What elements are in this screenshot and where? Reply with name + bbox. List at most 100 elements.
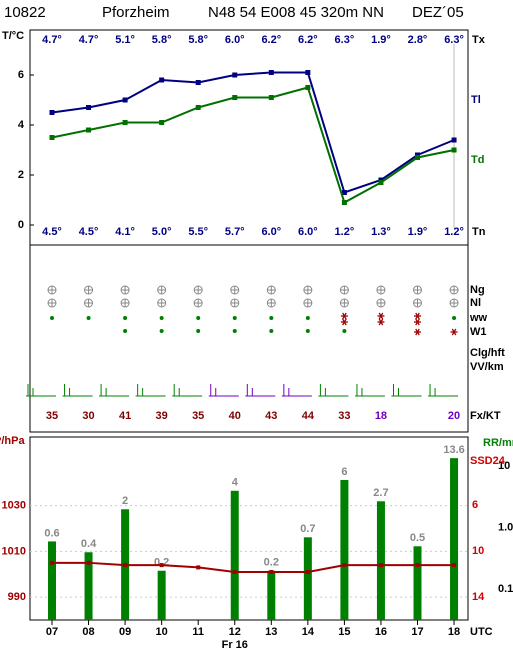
- point: [232, 95, 238, 100]
- x-axis-label: UTC: [470, 626, 493, 638]
- point: [122, 120, 128, 125]
- temp-label: 6.2°: [261, 34, 281, 46]
- temp-label: 1.3°: [371, 226, 391, 238]
- point: [305, 85, 311, 90]
- y-tick-label: 0: [18, 219, 24, 231]
- point: [415, 563, 420, 568]
- point: [49, 110, 55, 115]
- point: [341, 200, 347, 205]
- y3-tick-label: 10: [472, 545, 484, 557]
- bar: [413, 546, 422, 620]
- bar: [230, 490, 239, 620]
- weather-symbol: [305, 329, 310, 333]
- bar: [267, 570, 276, 620]
- gust-value: 33: [338, 410, 350, 422]
- weather-symbol: [123, 316, 128, 320]
- weather-symbol: [269, 329, 274, 333]
- point: [305, 569, 310, 574]
- point: [159, 77, 165, 83]
- gust-value: 43: [265, 410, 277, 422]
- weather-symbol: [342, 318, 347, 326]
- point: [122, 97, 128, 103]
- point: [268, 70, 274, 75]
- temp-label: 5.8°: [152, 34, 172, 46]
- bar-label: 2.7: [373, 487, 388, 499]
- y-tick-label: 4: [18, 119, 25, 131]
- point: [159, 120, 165, 125]
- bar-label: 2: [122, 495, 128, 507]
- series-line: [51, 71, 455, 194]
- weather-symbol: [451, 328, 457, 336]
- point: [195, 80, 201, 85]
- temp-label: 4.7°: [79, 34, 99, 46]
- point: [159, 563, 164, 568]
- weather-symbol: [342, 329, 347, 333]
- temp-label: 6.3°: [444, 34, 464, 46]
- x-tick-label: 07: [46, 626, 58, 638]
- bar: [48, 541, 56, 620]
- weather-symbol: [305, 316, 310, 320]
- x-tick-label: 10: [156, 626, 168, 638]
- point: [452, 563, 457, 568]
- y-tick-label: 1010: [2, 545, 26, 557]
- month: DEZ´05: [412, 4, 464, 21]
- point: [415, 155, 420, 160]
- station-name: Pforzheim: [102, 4, 170, 21]
- pressure-line: [52, 561, 455, 573]
- y-tick-label: 2: [18, 169, 24, 181]
- y-tick-label: 990: [8, 591, 26, 603]
- temp-label: 4.7°: [42, 34, 62, 46]
- axis-label: RR/mm: [483, 437, 513, 449]
- x-tick-label: 16: [375, 626, 387, 638]
- row-label: Nl: [470, 297, 481, 309]
- row-label: Tx: [472, 34, 486, 46]
- bar: [450, 458, 459, 620]
- point: [50, 560, 54, 565]
- gust-value: 39: [156, 410, 168, 422]
- y3-tick-label: 6: [472, 499, 478, 511]
- point: [269, 569, 274, 574]
- bar: [84, 552, 93, 620]
- temp-label: 1.9°: [408, 226, 428, 238]
- point: [341, 190, 347, 195]
- point: [232, 72, 238, 78]
- weather-symbol: [159, 329, 164, 333]
- temp-label: 6.0°: [261, 226, 281, 238]
- bar: [376, 501, 385, 620]
- weather-symbol: [196, 329, 201, 333]
- axis-label: SSD24: [470, 455, 506, 467]
- point: [196, 565, 201, 570]
- bar-label: 0.2: [264, 557, 279, 569]
- point: [268, 95, 274, 100]
- temp-label: 5.8°: [188, 34, 208, 46]
- row-label: VV/km: [470, 361, 504, 373]
- x-tick-label: 18: [448, 626, 460, 638]
- row-label: Ng: [470, 284, 485, 296]
- row-label: W1: [470, 326, 487, 338]
- weather-symbol: [378, 318, 384, 326]
- gust-value: 44: [302, 410, 315, 422]
- point: [451, 147, 457, 153]
- point: [342, 563, 347, 568]
- temp-label: 6.0°: [225, 34, 245, 46]
- y2-tick-label: 10: [498, 460, 510, 472]
- point: [86, 105, 92, 110]
- location: N48 54 E008 45 320m NN: [208, 4, 384, 21]
- bar: [303, 537, 312, 620]
- temp-label: 6.0°: [298, 226, 318, 238]
- point: [378, 180, 384, 185]
- y-axis-label: P/hPa: [0, 435, 25, 447]
- weather-symbol: [378, 312, 384, 320]
- weather-symbol: [452, 316, 457, 320]
- point: [451, 137, 457, 143]
- gust-value: 18: [375, 410, 387, 422]
- gust-value: 35: [192, 410, 204, 422]
- row-label: Tn: [472, 226, 486, 238]
- gust-value: 35: [46, 410, 58, 422]
- row-label: ww: [469, 312, 488, 324]
- weather-symbol: [123, 329, 128, 333]
- day-label: Fr 16: [222, 639, 248, 651]
- weather-symbol: [232, 329, 237, 333]
- weather-symbol: [342, 312, 347, 320]
